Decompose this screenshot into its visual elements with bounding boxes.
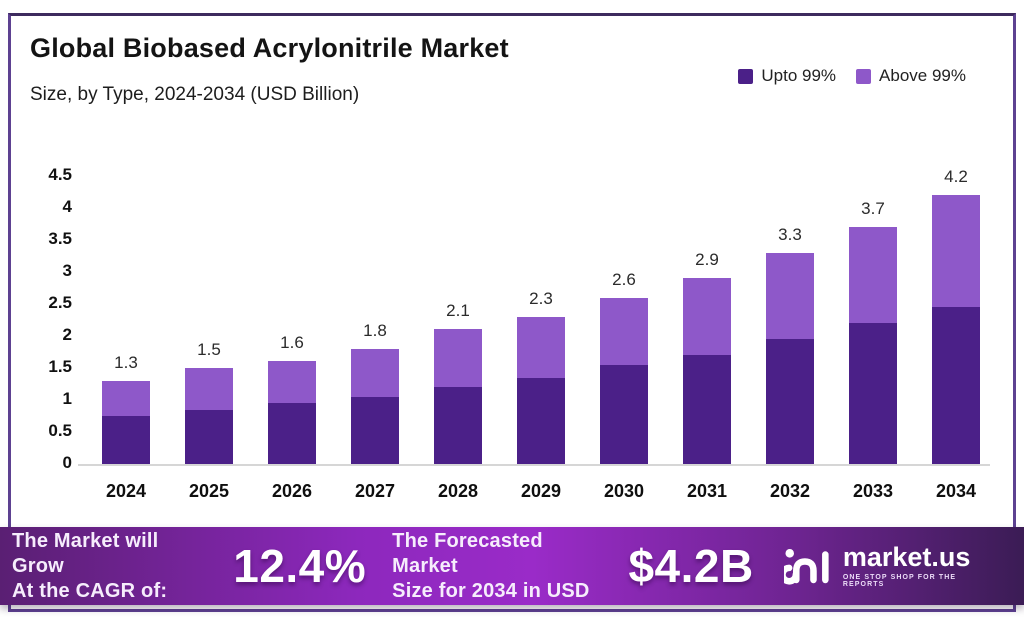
bar-total-label: 1.8 xyxy=(363,321,387,340)
bar-segment-above-99 xyxy=(185,368,233,410)
y-axis-tick-3: 3 xyxy=(62,261,72,280)
bar-segment-above-99 xyxy=(434,329,482,387)
bar-segment-above-99 xyxy=(932,195,980,307)
footer-banner: The Market will Grow At the CAGR of: 12.… xyxy=(0,527,1024,605)
x-axis-label-2028: 2028 xyxy=(437,481,479,501)
x-axis-label-2033: 2033 xyxy=(852,481,894,501)
bar-segment-upto-99 xyxy=(932,307,980,464)
page-title: Global Biobased Acrylonitrile Market xyxy=(30,33,509,63)
legend-swatch-dark-icon xyxy=(738,68,754,84)
bar-total-label: 3.7 xyxy=(861,199,885,218)
bar-segment-upto-99 xyxy=(517,378,565,464)
legend-item-above-99: Above 99% xyxy=(856,66,966,86)
bar-2027: 1.8 xyxy=(351,321,399,464)
x-axis-line xyxy=(78,464,990,466)
marketus-logo: market.us ONE STOP SHOP FOR THE REPORTS xyxy=(783,542,992,589)
logo-tagline: ONE STOP SHOP FOR THE REPORTS xyxy=(842,574,957,588)
y-axis-tick-2: 2 xyxy=(62,325,72,344)
y-axis-tick-1: 1 xyxy=(62,389,72,408)
bar-2028: 2.1 xyxy=(434,301,482,464)
bar-2024: 1.3 xyxy=(102,353,150,464)
bar-segment-above-99 xyxy=(849,227,897,323)
bar-total-label: 1.3 xyxy=(114,353,138,372)
forecast-label-line1: The Forecasted Market xyxy=(392,529,543,577)
bar-segment-upto-99 xyxy=(600,365,648,464)
bar-total-label: 2.3 xyxy=(529,289,553,308)
x-axis-label-2024: 2024 xyxy=(105,481,147,501)
bar-segment-upto-99 xyxy=(102,416,150,464)
bar-2026: 1.6 xyxy=(268,333,316,464)
y-axis-tick-3.5: 3.5 xyxy=(48,229,72,248)
bar-total-label: 3.3 xyxy=(778,225,802,244)
x-axis-label-2027: 2027 xyxy=(354,481,396,501)
x-axis-label-2034: 2034 xyxy=(935,481,977,501)
page-subtitle: Size, by Type, 2024-2034 (USD Billion) xyxy=(30,84,360,105)
bar-segment-above-99 xyxy=(102,381,150,416)
bar-2034: 4.2 xyxy=(932,167,980,464)
bar-total-label: 4.2 xyxy=(944,167,968,186)
bar-segment-above-99 xyxy=(517,317,565,378)
bar-total-label: 2.1 xyxy=(446,301,470,320)
bar-2025: 1.5 xyxy=(185,340,233,464)
cagr-label-line1: The Market will Grow xyxy=(12,529,159,577)
forecast-label-line2: Size for 2034 in USD xyxy=(392,579,590,602)
y-axis-tick-0: 0 xyxy=(62,453,72,472)
x-axis-label-2026: 2026 xyxy=(271,481,313,501)
bar-total-label: 1.6 xyxy=(280,333,304,352)
frame-border xyxy=(8,13,1016,612)
legend-swatch-light-icon xyxy=(856,68,872,84)
bar-2033: 3.7 xyxy=(849,199,897,464)
y-axis-tick-2.5: 2.5 xyxy=(48,293,72,312)
cagr-value: 12.4% xyxy=(233,540,367,592)
bar-segment-above-99 xyxy=(351,349,399,397)
x-axis-label-2031: 2031 xyxy=(686,481,728,501)
bar-2032: 3.3 xyxy=(766,225,814,464)
bar-segment-upto-99 xyxy=(434,387,482,464)
bar-total-label: 1.5 xyxy=(197,340,221,359)
y-axis-tick-4.5: 4.5 xyxy=(48,165,72,184)
logo-name: market.us xyxy=(842,542,971,572)
marketus-logo-icon xyxy=(783,549,829,585)
bar-total-label: 2.9 xyxy=(695,250,719,269)
bar-segment-above-99 xyxy=(683,278,731,355)
cagr-label: The Market will Grow At the CAGR of: xyxy=(12,529,205,604)
bar-2030: 2.6 xyxy=(600,270,648,464)
bar-segment-above-99 xyxy=(766,253,814,339)
x-axis-label-2025: 2025 xyxy=(188,481,230,501)
y-axis-tick-4: 4 xyxy=(62,197,72,216)
y-axis-tick-1.5: 1.5 xyxy=(48,357,72,376)
legend-item-upto-99: Upto 99% xyxy=(738,66,836,86)
bar-total-label: 2.6 xyxy=(612,270,636,289)
y-axis-tick-0.5: 0.5 xyxy=(48,421,72,440)
bar-segment-upto-99 xyxy=(351,397,399,464)
bar-segment-upto-99 xyxy=(766,339,814,464)
x-axis-label-2032: 2032 xyxy=(769,481,811,501)
legend-label: Upto 99% xyxy=(761,66,837,85)
bar-2031: 2.9 xyxy=(683,250,731,464)
bar-segment-upto-99 xyxy=(185,410,233,464)
forecast-label: The Forecasted Market Size for 2034 in U… xyxy=(392,529,602,604)
legend: Upto 99% Above 99% xyxy=(738,66,966,86)
cagr-label-line2: At the CAGR of: xyxy=(12,579,168,602)
legend-label: Above 99% xyxy=(879,66,966,85)
bar-segment-above-99 xyxy=(600,298,648,365)
bar-segment-above-99 xyxy=(268,361,316,403)
bar-segment-upto-99 xyxy=(683,355,731,464)
bar-segment-upto-99 xyxy=(268,403,316,464)
logo-text: market.us ONE STOP SHOP FOR THE REPORTS xyxy=(842,542,992,589)
x-axis-label-2030: 2030 xyxy=(603,481,645,501)
bar-2029: 2.3 xyxy=(517,289,565,464)
x-axis-label-2029: 2029 xyxy=(520,481,562,501)
forecast-value: $4.2B xyxy=(628,540,754,592)
bar-segment-upto-99 xyxy=(849,323,897,464)
